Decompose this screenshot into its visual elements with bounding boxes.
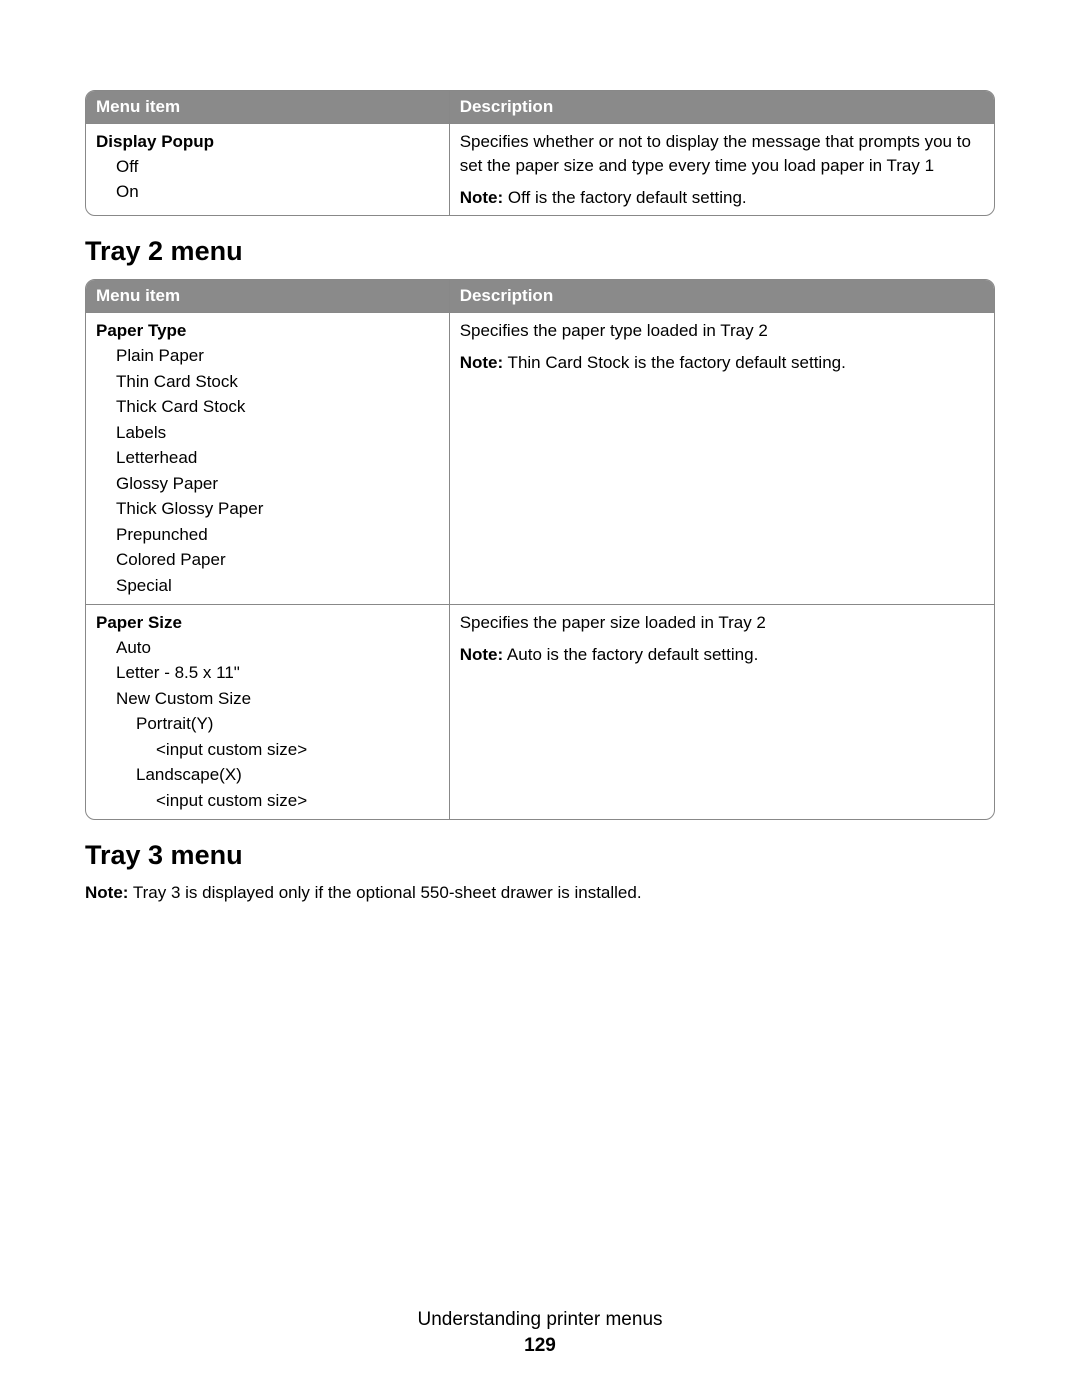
papersize-option: Letter - 8.5 x 11": [96, 660, 439, 686]
table-display-popup: Menu item Description Display Popup Off …: [85, 90, 995, 216]
paper-size-title: Paper Size: [96, 611, 439, 635]
tray2-heading: Tray 2 menu: [85, 236, 995, 267]
display-popup-description: Specifies whether or not to display the …: [460, 130, 984, 178]
display-popup-note: Note: Off is the factory default setting…: [460, 186, 984, 210]
papertype-option: Thick Glossy Paper: [96, 496, 439, 522]
papertype-option: Special: [96, 573, 439, 599]
table2-header-menuitem: Menu item: [86, 280, 449, 313]
table1-header-menuitem: Menu item: [86, 91, 449, 124]
papertype-option: Colored Paper: [96, 547, 439, 573]
papertype-option: Prepunched: [96, 522, 439, 548]
papertype-option: Thin Card Stock: [96, 369, 439, 395]
footer-title: Understanding printer menus: [0, 1309, 1080, 1331]
option-on: On: [96, 179, 439, 205]
page-footer: Understanding printer menus 129: [0, 1309, 1080, 1357]
table-tray2: Menu item Description Paper Type Plain P…: [85, 279, 995, 820]
papertype-option: Glossy Paper: [96, 471, 439, 497]
papersize-option: Landscape(X): [96, 762, 439, 788]
papersize-option: New Custom Size: [96, 686, 439, 712]
tray3-heading: Tray 3 menu: [85, 840, 995, 871]
paper-type-note: Note: Thin Card Stock is the factory def…: [460, 351, 984, 375]
papertype-option: Labels: [96, 420, 439, 446]
paper-type-title: Paper Type: [96, 319, 439, 343]
tray3-note: Note: Tray 3 is displayed only if the op…: [85, 883, 995, 903]
paper-size-note: Note: Auto is the factory default settin…: [460, 643, 984, 667]
paper-size-description: Specifies the paper size loaded in Tray …: [460, 611, 984, 635]
table1-header-description: Description: [449, 91, 994, 124]
paper-type-description: Specifies the paper type loaded in Tray …: [460, 319, 984, 343]
table-row: Display Popup Off On Specifies whether o…: [86, 124, 994, 216]
display-popup-title: Display Popup: [96, 130, 439, 154]
papertype-option: Thick Card Stock: [96, 394, 439, 420]
option-off: Off: [96, 154, 439, 180]
table2-header-description: Description: [449, 280, 994, 313]
papertype-option: Letterhead: [96, 445, 439, 471]
papersize-option: Portrait(Y): [96, 711, 439, 737]
table-row: Paper Size Auto Letter - 8.5 x 11" New C…: [86, 605, 994, 820]
papersize-option: <input custom size>: [96, 737, 439, 763]
page-number: 129: [0, 1335, 1080, 1357]
papersize-option: Auto: [96, 635, 439, 661]
papersize-option: <input custom size>: [96, 788, 439, 814]
table-row: Paper Type Plain Paper Thin Card Stock T…: [86, 313, 994, 605]
papertype-option: Plain Paper: [96, 343, 439, 369]
